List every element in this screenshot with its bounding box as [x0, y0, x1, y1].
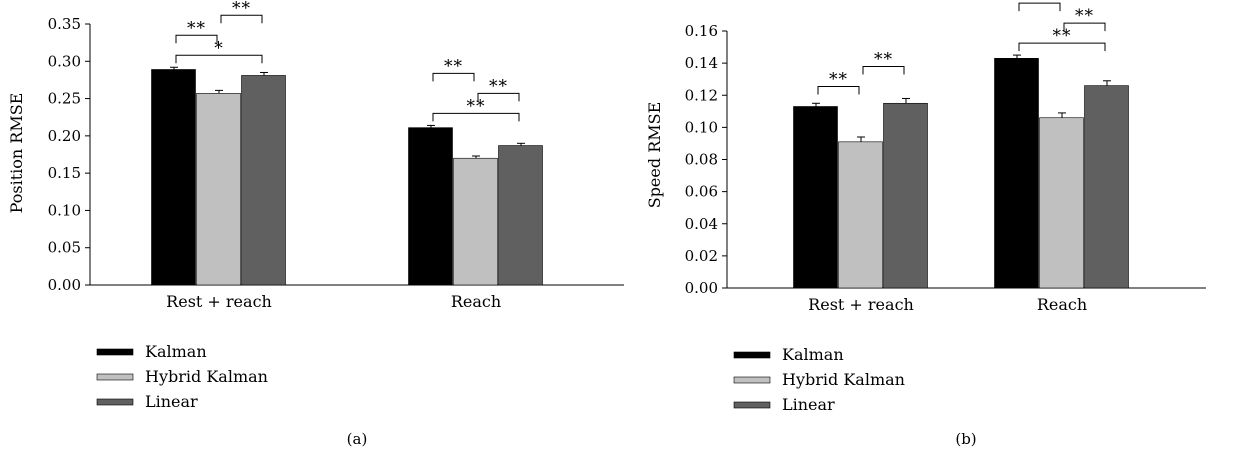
y-tick-label: 0.10: [48, 201, 81, 219]
legend-label: Hybrid Kalman: [145, 367, 268, 386]
y-tick-label: 0.06: [685, 183, 718, 201]
significance-bracket: [432, 72, 475, 82]
bar: [838, 141, 883, 289]
significance-label: **: [1030, 0, 1049, 6]
significance-label: **: [1075, 6, 1094, 26]
significance-label: **: [874, 49, 893, 69]
significance-label: *: [214, 38, 224, 58]
bar: [151, 69, 196, 286]
bar: [196, 93, 241, 286]
y-tick-label: 0.05: [48, 239, 81, 257]
significance-label: **: [232, 0, 251, 18]
legend-swatch: [96, 373, 134, 381]
y-tick-label: 0.12: [685, 86, 718, 104]
significance-bracket: [1018, 42, 1106, 52]
significance-label: **: [1053, 26, 1072, 46]
significance-label: **: [489, 76, 508, 96]
y-tick-label: 0.02: [685, 247, 718, 265]
significance-label: **: [187, 18, 206, 38]
y-tick-label: 0.30: [48, 52, 81, 70]
y-tick-label: 0.15: [48, 164, 81, 182]
significance-bracket: [175, 54, 263, 64]
bar: [408, 127, 453, 286]
y-axis-label: Position RMSE: [7, 93, 26, 214]
legend-label: Linear: [145, 392, 198, 411]
y-tick-label: 0.08: [685, 151, 718, 169]
legend-label: Kalman: [145, 342, 207, 361]
y-tick-label: 0.35: [48, 15, 81, 33]
category-label: Rest + reach: [166, 292, 272, 311]
chart-panel-b: 0.00 0.02 0.04 0.06 0.08 0.10 0.12 0.14 0.16 Spee…: [645, 0, 1206, 448]
y-tick-label: 0.04: [685, 215, 718, 233]
y-tick-label: 0.16: [685, 22, 718, 40]
significance-bracket: [862, 65, 905, 75]
significance-bracket: [1063, 22, 1106, 32]
y-tick-label: 0.25: [48, 90, 81, 108]
significance-bracket: [432, 112, 520, 122]
panel-label: (a): [347, 430, 368, 448]
significance-label: **: [829, 69, 848, 89]
legend-label: Hybrid Kalman: [782, 370, 905, 389]
legend-label: Kalman: [782, 345, 844, 364]
y-tick-label: 0.14: [685, 54, 718, 72]
significance-bracket: [477, 92, 520, 102]
y-tick-label: 0.10: [685, 118, 718, 136]
bar: [994, 58, 1039, 289]
bar: [883, 102, 928, 289]
bar: [1084, 85, 1129, 289]
chart-panel-a: 0.00 0.05 0.10 0.15 0.20 0.25 0.30 0.35 Position…: [7, 0, 624, 448]
legend-label: Linear: [782, 395, 835, 414]
significance-bracket: [220, 14, 263, 24]
legend-swatch: [733, 401, 771, 409]
significance-label: **: [444, 56, 463, 76]
category-label: Rest + reach: [808, 295, 914, 314]
significance-label: **: [467, 96, 486, 116]
legend-swatch: [96, 398, 134, 406]
significance-bracket: [175, 34, 218, 44]
legend-swatch: [96, 348, 134, 356]
category-label: Reach: [1037, 295, 1087, 314]
y-axis-label: Speed RMSE: [645, 102, 664, 209]
y-tick-label: 0.00: [48, 276, 81, 294]
y-tick-label: 0.00: [685, 279, 718, 297]
significance-bracket: [817, 85, 860, 95]
bar: [793, 106, 838, 289]
bar: [453, 157, 498, 286]
category-label: Reach: [451, 292, 501, 311]
legend-swatch: [733, 376, 771, 384]
bar: [498, 145, 543, 286]
y-tick-label: 0.20: [48, 127, 81, 145]
bar: [1039, 117, 1084, 289]
significance-bracket: [1018, 2, 1061, 12]
bar: [241, 75, 286, 286]
legend-swatch: [733, 351, 771, 359]
panel-label: (b): [955, 430, 976, 448]
